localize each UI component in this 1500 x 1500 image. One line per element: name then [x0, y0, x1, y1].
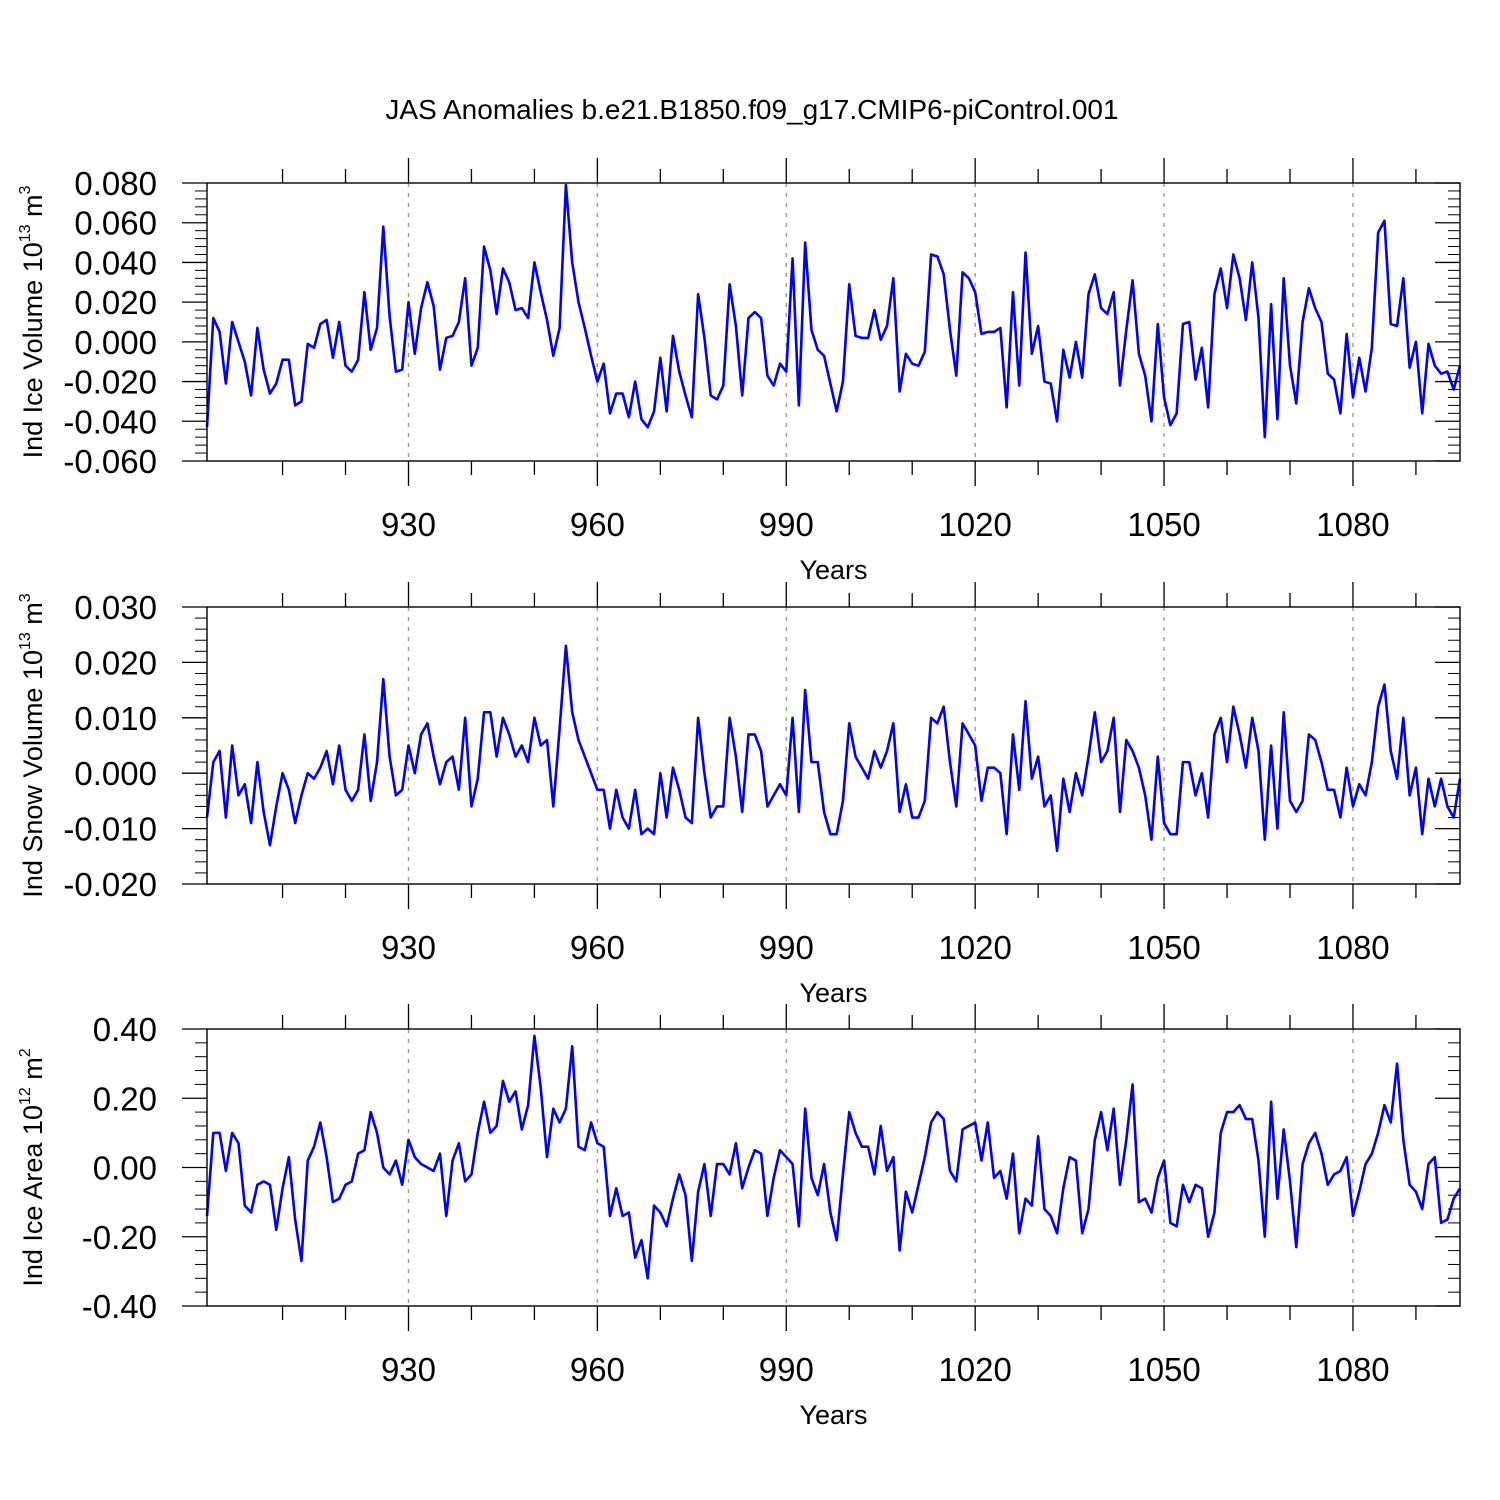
y-axis-title: Ind Ice Volume 1013 m3	[17, 185, 48, 458]
x-tick-label: 1080	[1316, 929, 1389, 966]
series-line	[205, 644, 1462, 853]
plot-frame	[206, 1028, 1461, 1307]
y-tick-label: -0.060	[63, 443, 157, 480]
x-tick-label: 1050	[1127, 1351, 1200, 1388]
y-tick-label: 0.20	[93, 1080, 157, 1117]
x-tick-label: 990	[759, 929, 814, 966]
plot-frame	[206, 606, 1461, 885]
y-tick-label: 0.000	[74, 324, 157, 361]
x-tick-label: 1080	[1316, 1351, 1389, 1388]
y-tick-label: 0.080	[74, 165, 157, 202]
x-tick-label: 1020	[938, 1351, 1011, 1388]
x-axis-title: Years	[799, 555, 867, 585]
x-tick-label: 990	[759, 1351, 814, 1388]
y-tick-label: -0.20	[82, 1219, 157, 1256]
x-tick-label: 930	[381, 1351, 436, 1388]
y-tick-label: 0.040	[74, 244, 157, 281]
series-line	[205, 183, 1462, 439]
chart-title: JAS Anomalies b.e21.B1850.f09_g17.CMIP6-…	[385, 94, 1118, 125]
x-tick-label: 1050	[1127, 506, 1200, 543]
x-tick-label: 1080	[1316, 506, 1389, 543]
plot-frame	[206, 182, 1461, 462]
y-tick-label: 0.060	[74, 205, 157, 242]
x-tick-label: 930	[381, 929, 436, 966]
series-line	[205, 1034, 1462, 1280]
y-tick-label: -0.020	[63, 866, 157, 903]
panel-ind-ice-area: -0.40 -0.20 0.00 0.20 0.40 930 960 990 1020 1050 1…	[17, 1004, 1462, 1430]
x-axis-title: Years	[799, 978, 867, 1008]
x-tick-label: 960	[570, 1351, 625, 1388]
x-tick-label: 1020	[938, 506, 1011, 543]
panel-ind-snow-volume: -0.020 -0.010 0.000 0.010 0.020 0.030 930 960 99…	[17, 582, 1462, 1008]
y-axis-title: Ind Snow Volume 1013 m3	[17, 593, 48, 897]
y-tick-label: 0.40	[93, 1011, 157, 1048]
x-tick-label: 1050	[1127, 929, 1200, 966]
y-axis-title: Ind Ice Area 1012 m2	[17, 1048, 48, 1286]
x-tick-label: 930	[381, 506, 436, 543]
y-tick-label: 0.010	[74, 700, 157, 737]
x-tick-label: 1020	[938, 929, 1011, 966]
x-tick-label: 990	[759, 506, 814, 543]
y-tick-label: 0.030	[74, 589, 157, 626]
y-tick-label: 0.00	[93, 1150, 157, 1187]
panel-ind-ice-volume: -0.060-0.040-0.0200.0000.0200.0400.0600.…	[17, 158, 1462, 585]
x-tick-label: 960	[570, 506, 625, 543]
y-tick-label: 0.000	[74, 755, 157, 792]
y-tick-label: -0.020	[63, 364, 157, 401]
y-tick-label: 0.020	[74, 284, 157, 321]
y-tick-label: -0.40	[82, 1288, 157, 1325]
x-axis-title: Years	[799, 1400, 867, 1430]
y-tick-label: 0.020	[74, 644, 157, 681]
y-tick-label: -0.040	[63, 403, 157, 440]
x-tick-label: 960	[570, 929, 625, 966]
y-tick-label: -0.010	[63, 811, 157, 848]
